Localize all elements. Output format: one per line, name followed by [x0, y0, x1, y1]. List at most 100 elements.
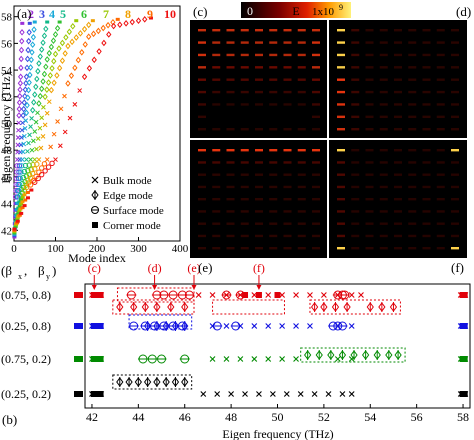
- field-spot: [351, 173, 360, 176]
- field-spot: [240, 78, 249, 81]
- series-5-end: [45, 20, 50, 24]
- field-spot: [351, 115, 360, 119]
- field-spot: [269, 198, 278, 201]
- series-8-mark: [44, 110, 50, 116]
- series-8-mark: [48, 86, 54, 94]
- annotation-3: (f): [253, 261, 265, 275]
- series-8-mark: [77, 30, 84, 37]
- series-number-4: 4: [49, 7, 55, 21]
- field-spot: [240, 90, 249, 94]
- field-spot: [297, 53, 306, 57]
- series-number-5: 5: [60, 7, 66, 21]
- series-10-mark: [135, 17, 142, 24]
- panel-a-label: (a): [17, 6, 31, 21]
- series-5-mark: [17, 200, 22, 204]
- bulk-mark: [358, 292, 364, 298]
- field-spot: [297, 90, 306, 94]
- series-6-mark: [29, 147, 35, 153]
- field-spot: [198, 115, 206, 119]
- field-spot: [312, 161, 320, 164]
- bulk-mark: [297, 391, 304, 397]
- series-2-mark: [13, 181, 19, 188]
- series-3-mark: [22, 86, 28, 93]
- series-8-mark: [32, 166, 38, 172]
- series-10-mark: [77, 88, 83, 93]
- y-tick-label-46: 46: [1, 172, 13, 184]
- colorbar-min: 0: [247, 4, 253, 18]
- field-spot: [212, 78, 221, 81]
- series-8-mark: [86, 21, 92, 29]
- series-9-mark: [82, 41, 88, 48]
- field-spot: [408, 161, 417, 164]
- field-spot: [312, 78, 320, 81]
- y-tick-label-52: 52: [1, 92, 12, 104]
- field-spot: [198, 247, 206, 250]
- series-10-mark: [91, 56, 97, 64]
- field-spot: [312, 173, 320, 176]
- series-10-mark: [49, 160, 55, 167]
- bulk-mark: [242, 391, 248, 397]
- field-spot: [436, 128, 445, 131]
- corner-mark: [274, 292, 281, 298]
- field-spot: [283, 41, 292, 44]
- field-spot: [337, 41, 345, 44]
- field-spot: [365, 53, 374, 57]
- field-spot: [283, 222, 292, 225]
- field-spot: [436, 115, 445, 119]
- series-10-end: [148, 16, 153, 20]
- series-7-mark: [47, 72, 53, 79]
- y-tick-label-42: 42: [1, 225, 12, 237]
- field-spot: [269, 66, 278, 69]
- field-spot: [436, 210, 445, 213]
- series-10-mark: [81, 73, 88, 81]
- field-spot: [351, 234, 360, 238]
- field-spot: [436, 103, 445, 106]
- series-9-mark: [90, 30, 97, 38]
- series-10-mark: [86, 65, 93, 72]
- field-spot: [269, 78, 278, 81]
- bulk-mark: [223, 356, 230, 362]
- series-2-end: [20, 21, 25, 25]
- x-tick-label-0: 0: [11, 243, 17, 255]
- field-spot: [394, 128, 402, 131]
- series-5-mark: [16, 206, 21, 210]
- field-spot: [226, 173, 235, 176]
- x-tick-label-42: 42: [86, 410, 98, 424]
- field-spot: [269, 247, 278, 250]
- bulk-mark: [307, 292, 313, 298]
- field-spot: [198, 29, 206, 32]
- corner-mark: [242, 292, 249, 298]
- series-5-mark: [26, 140, 31, 146]
- field-spot: [198, 234, 206, 238]
- series-5-mark: [25, 148, 30, 154]
- field-spot: [408, 78, 417, 81]
- series-5-mark: [41, 32, 48, 40]
- panel-b-dashed-groups: [112, 287, 406, 390]
- field-spot: [422, 41, 431, 44]
- field-spot: [212, 41, 221, 44]
- field-spot: [394, 149, 402, 152]
- series-10-mark: [42, 168, 48, 174]
- series-3-mark: [21, 99, 27, 106]
- colorbar-mid: E: [292, 4, 299, 18]
- field-spot: [422, 210, 431, 213]
- field-spot: [255, 210, 263, 213]
- dashed-group-1: [212, 299, 285, 315]
- series-6-mark: [32, 129, 38, 134]
- series-10-mark: [96, 48, 102, 55]
- series-10-mark: [62, 129, 68, 135]
- bulk-mark: [293, 323, 299, 329]
- series-9-mark: [17, 213, 22, 217]
- colorbar-max-exponent: 9: [339, 3, 343, 12]
- field-spot: [379, 234, 388, 238]
- field-spot: [365, 41, 374, 44]
- field-spot: [365, 185, 374, 189]
- series-5-mark: [27, 132, 32, 138]
- field-spot: [240, 149, 249, 152]
- field-spot: [226, 29, 235, 32]
- series-8-mark: [20, 200, 25, 204]
- field-spot: [436, 234, 445, 238]
- annotation-2: (e): [187, 261, 200, 275]
- field-spot: [312, 29, 320, 32]
- series-7-mark: [20, 195, 25, 199]
